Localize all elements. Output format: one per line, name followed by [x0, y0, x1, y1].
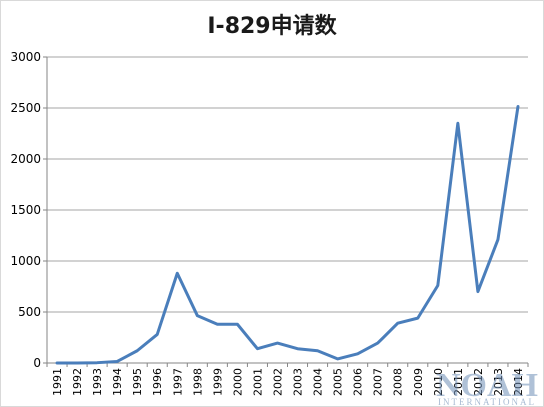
x-tick-label: 2003: [292, 368, 305, 396]
x-tick-label: 1991: [51, 368, 64, 396]
x-tick-label: 2001: [251, 368, 264, 396]
y-tick-label: 2500: [10, 101, 41, 115]
x-tick-label: 1999: [211, 368, 224, 396]
series-line: [55, 104, 520, 365]
x-tick-label: 2009: [412, 368, 425, 396]
noah-logo-watermark: NOAH INTERNATIONAL: [436, 367, 538, 406]
chart-title: I-829申请数: [207, 13, 337, 39]
x-tick-label: 1994: [111, 368, 124, 396]
x-tick-label: 2014: [512, 368, 525, 396]
x-tick-label: 2000: [231, 368, 244, 396]
x-tick-label: 2004: [312, 368, 325, 396]
x-tick-label: 1993: [91, 368, 104, 396]
x-tick-label: 2010: [432, 368, 445, 396]
x-tick-label: 2007: [372, 368, 385, 396]
x-tick-label: 1997: [171, 368, 184, 396]
x-tick-label: 1998: [191, 368, 204, 396]
y-tick-label: 500: [18, 305, 41, 319]
watermark-main: NOAH: [436, 367, 538, 404]
x-tick-label: 2012: [472, 368, 485, 396]
x-tick-label: 2011: [452, 368, 465, 396]
y-tick-label: 3000: [10, 50, 41, 64]
x-tick-label: 2013: [492, 368, 505, 396]
y-tick-label: 2000: [10, 152, 41, 166]
x-tick-label: 1995: [131, 368, 144, 396]
y-tick-label: 1000: [10, 254, 41, 268]
y-tick-label: 1500: [10, 203, 41, 217]
watermark-sub: INTERNATIONAL: [438, 397, 536, 406]
x-tick-label: 2006: [352, 368, 365, 396]
x-tick-label: 2005: [332, 368, 345, 396]
x-tick-label: 2002: [271, 368, 284, 396]
x-tick-label: 1992: [71, 368, 84, 396]
x-tick-label: 1996: [151, 368, 164, 396]
y-tick-label: 0: [33, 356, 41, 370]
x-tick-label: 2008: [392, 368, 405, 396]
